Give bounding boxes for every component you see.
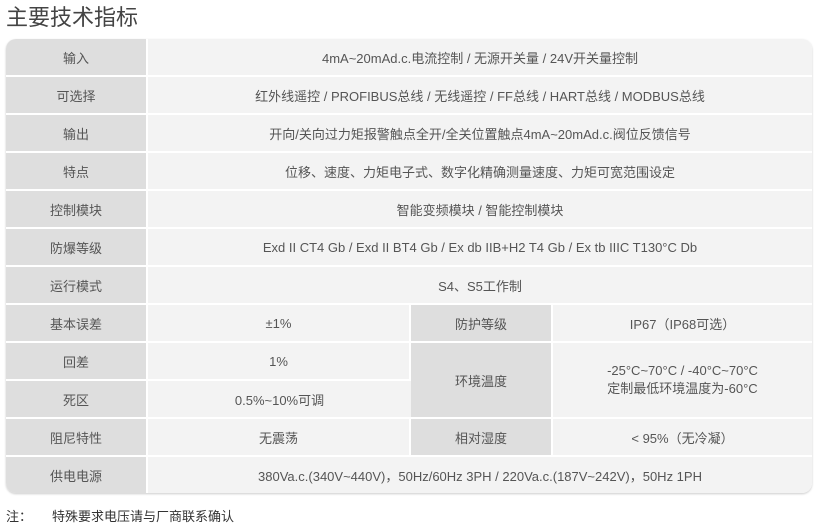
note-prefix: 注： — [6, 509, 33, 524]
row-label: 控制模块 — [6, 191, 148, 229]
table-row: 可选择 红外线遥控 / PROFIBUS总线 / 无线遥控 / FF总线 / HA… — [6, 77, 812, 115]
table-row: 死区 0.5%~10%可调 — [6, 381, 812, 419]
row-value: 0.5%~10%可调 — [148, 381, 411, 419]
row-value: Exd II CT4 Gb / Exd II BT4 Gb / Ex db II… — [148, 229, 812, 267]
temp-line-1: -25°C~70°C / -40°C~70°C — [607, 363, 758, 378]
row-value: 智能变频模块 / 智能控制模块 — [148, 191, 812, 229]
row-value: 红外线遥控 / PROFIBUS总线 / 无线遥控 / FF总线 / HART总… — [148, 77, 812, 115]
row-label: 防爆等级 — [6, 229, 148, 267]
table-row: 基本误差 ±1% 防护等级 IP67（IP68可选） — [6, 305, 812, 343]
spec-table: 输入 4mA~20mAd.c.电流控制 / 无源开关量 / 24V开关量控制 可选… — [6, 39, 812, 493]
row-value: 4mA~20mAd.c.电流控制 / 无源开关量 / 24V开关量控制 — [148, 39, 812, 77]
table-row: 防爆等级 Exd II CT4 Gb / Exd II BT4 Gb / Ex d… — [6, 229, 812, 267]
row-label: 供电电源 — [6, 457, 148, 493]
row-value: 位移、速度、力矩电子式、数字化精确测量速度、力矩可宽范围设定 — [148, 153, 812, 191]
row-label: 输出 — [6, 115, 148, 153]
table-row: 阻尼特性 无震荡 相对湿度 < 95%（无冷凝） — [6, 419, 812, 457]
row-label: 阻尼特性 — [6, 419, 148, 457]
row-value: ±1% — [148, 305, 411, 343]
page-title: 主要技术指标 — [6, 5, 139, 30]
table-row: 输入 4mA~20mAd.c.电流控制 / 无源开关量 / 24V开关量控制 — [6, 39, 812, 77]
footnote: 注： 特殊要求电压请与厂商联系确认 — [6, 506, 254, 525]
row-value: IP67（IP68可选） — [553, 305, 812, 343]
row-value: -25°C~70°C / -40°C~70°C 定制最低环境温度为-60°C — [553, 343, 812, 419]
temp-line-2: 定制最低环境温度为-60°C — [607, 381, 758, 396]
row-label: 基本误差 — [6, 305, 148, 343]
row-label: 回差 — [6, 343, 148, 381]
table-row: 回差 1% 环境温度 -25°C~70°C / -40°C~70°C 定制最低环境… — [6, 343, 812, 419]
table-row: 供电电源 380Va.c.(340V~440V)，50Hz/60Hz 3PH / … — [6, 457, 812, 493]
row-label: 输入 — [6, 39, 148, 77]
row-label: 运行模式 — [6, 267, 148, 305]
table-row: 输出 开向/关向过力矩报警触点全开/全关位置触点4mA~20mAd.c.阀位反馈信… — [6, 115, 812, 153]
row-label: 可选择 — [6, 77, 148, 115]
row-label: 相对湿度 — [411, 419, 553, 457]
row-label: 环境温度 — [411, 343, 553, 419]
row-label: 防护等级 — [411, 305, 553, 343]
row-value: 1% — [148, 343, 411, 381]
table-row: 控制模块 智能变频模块 / 智能控制模块 — [6, 191, 812, 229]
row-value: 开向/关向过力矩报警触点全开/全关位置触点4mA~20mAd.c.阀位反馈信号 — [148, 115, 812, 153]
table-row: 特点 位移、速度、力矩电子式、数字化精确测量速度、力矩可宽范围设定 — [6, 153, 812, 191]
note-text: 特殊要求电压请与厂商联系确认 — [52, 509, 235, 524]
row-value: S4、S5工作制 — [148, 267, 812, 305]
row-value: 无震荡 — [148, 419, 411, 457]
row-value: < 95%（无冷凝） — [553, 419, 812, 457]
row-label: 死区 — [6, 381, 148, 419]
row-value: 380Va.c.(340V~440V)，50Hz/60Hz 3PH / 220V… — [148, 457, 812, 493]
table-row: 运行模式 S4、S5工作制 — [6, 267, 812, 305]
row-label: 特点 — [6, 153, 148, 191]
